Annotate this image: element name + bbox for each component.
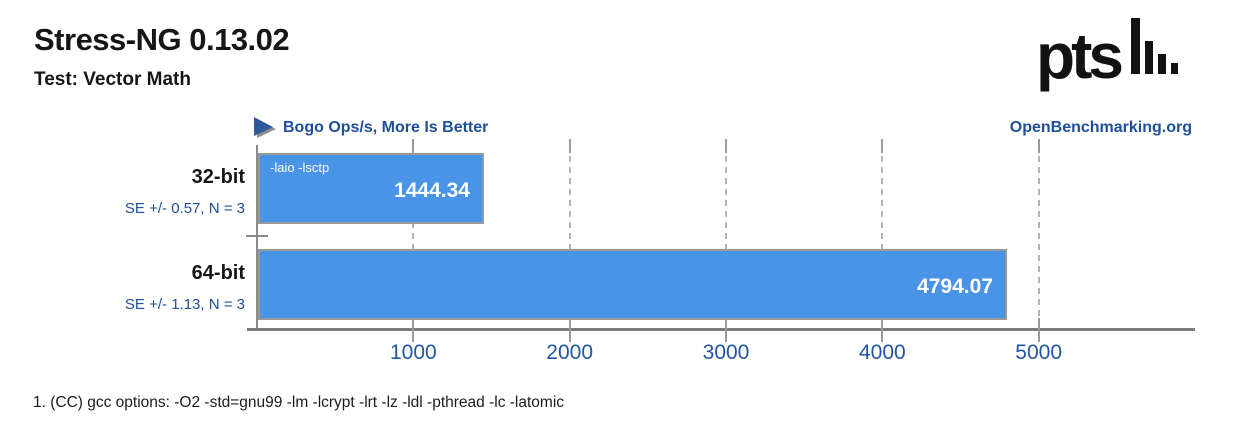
top-tick-2000 bbox=[568, 139, 571, 153]
pts-logo-bars-icon bbox=[1126, 18, 1178, 74]
category-label-32-bit: 32-bit bbox=[191, 166, 245, 188]
legend-label: Bogo Ops/s, More Is Better bbox=[283, 119, 489, 136]
axis-tick-5000 bbox=[1037, 318, 1040, 342]
top-tick-5000 bbox=[1037, 139, 1040, 153]
result-bar-64-bit: 4794.07 bbox=[258, 249, 1007, 320]
x-tick-label: 1000 bbox=[389, 341, 437, 364]
x-tick-label: 4000 bbox=[858, 341, 906, 364]
x-tick-label: 2000 bbox=[546, 341, 594, 364]
axis-tick-3000 bbox=[725, 318, 727, 342]
top-tick-1000 bbox=[412, 139, 415, 153]
standard-error-label: SE +/- 0.57, N = 3 bbox=[124, 200, 245, 217]
bar-flags-annotation: -laio -lsctp bbox=[270, 160, 330, 175]
gridline-3000 bbox=[725, 145, 727, 318]
logo-bar-3 bbox=[1158, 54, 1166, 74]
gridline-4000 bbox=[881, 145, 884, 318]
bar-value-label: 4794.07 bbox=[917, 274, 993, 298]
play-triangle-icon bbox=[254, 117, 276, 138]
axis-tick-4000 bbox=[881, 318, 884, 342]
openbenchmarking-link[interactable]: OpenBenchmarking.org bbox=[1009, 119, 1192, 136]
gridline-1000 bbox=[412, 145, 415, 318]
y-axis-line bbox=[256, 145, 258, 329]
pts-logo: pts bbox=[1036, 18, 1178, 93]
axis-tick-2000 bbox=[568, 318, 571, 342]
axis-tick-1000 bbox=[412, 318, 415, 342]
standard-error-label: SE +/- 1.13, N = 3 bbox=[124, 296, 245, 313]
bar-value-label: 1444.34 bbox=[394, 178, 470, 202]
logo-bar-2 bbox=[1145, 41, 1153, 74]
page-subtitle: Test: Vector Math bbox=[34, 69, 191, 90]
gridline-2000 bbox=[568, 145, 571, 318]
page-title: Stress-NG 0.13.02 bbox=[34, 22, 290, 57]
x-axis-line bbox=[247, 328, 1195, 331]
x-tick-label: 3000 bbox=[702, 341, 750, 364]
gridline-5000 bbox=[1037, 145, 1040, 318]
footnote: 1. (CC) gcc options: -O2 -std=gnu99 -lm … bbox=[33, 394, 565, 411]
category-separator-tick bbox=[246, 235, 268, 237]
x-tick-label: 5000 bbox=[1015, 341, 1063, 364]
top-tick-3000 bbox=[725, 139, 727, 153]
pts-logo-text: pts bbox=[1036, 20, 1124, 93]
logo-bar-1 bbox=[1131, 18, 1140, 74]
top-tick-4000 bbox=[881, 139, 884, 153]
logo-bar-4 bbox=[1171, 63, 1178, 74]
category-label-64-bit: 64-bit bbox=[191, 262, 245, 284]
result-bar-32-bit: -laio -lsctp 1444.34 bbox=[258, 153, 484, 224]
